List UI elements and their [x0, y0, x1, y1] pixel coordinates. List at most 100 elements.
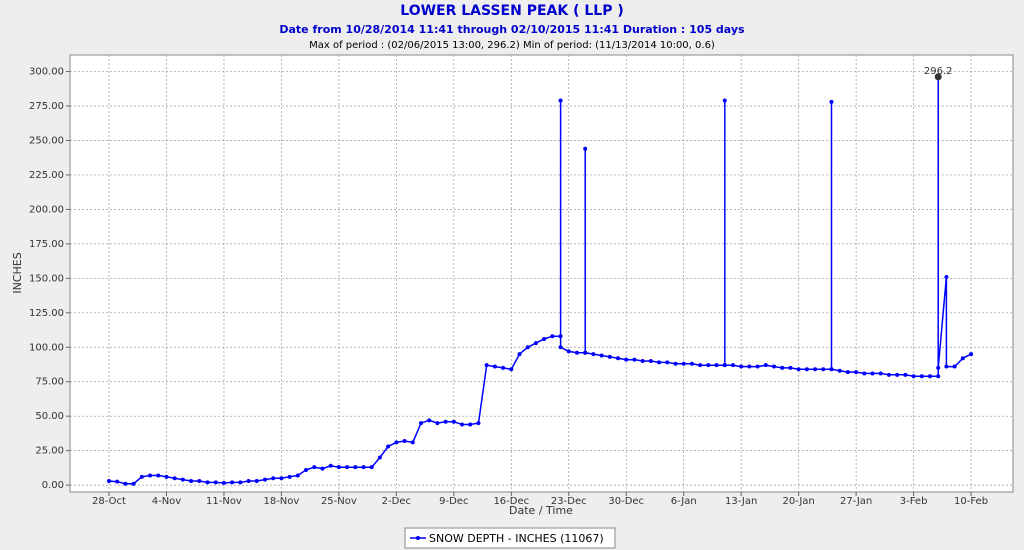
data-point — [821, 367, 826, 372]
data-point — [936, 374, 941, 379]
data-point — [156, 473, 161, 478]
y-tick-label: 125.00 — [29, 308, 64, 319]
data-point — [295, 473, 300, 478]
max-marker — [934, 73, 942, 81]
data-point — [895, 372, 900, 377]
data-point — [271, 476, 276, 481]
data-point — [952, 364, 957, 369]
data-point — [517, 352, 522, 357]
x-tick-label: 3-Feb — [900, 496, 928, 507]
data-point — [238, 480, 243, 485]
data-point — [345, 465, 350, 470]
legend: SNOW DEPTH - INCHES (11067) — [404, 527, 616, 549]
data-point — [148, 473, 153, 478]
y-tick-label: 75.00 — [35, 377, 64, 388]
data-point — [558, 98, 563, 103]
data-point — [911, 374, 916, 379]
legend-label: SNOW DEPTH - INCHES (11067) — [429, 532, 604, 545]
data-point — [632, 357, 637, 362]
data-point — [829, 367, 834, 372]
data-point — [287, 474, 292, 479]
y-tick-label: 100.00 — [29, 342, 64, 353]
data-point — [304, 467, 309, 472]
data-point — [969, 352, 974, 357]
data-point — [213, 480, 218, 485]
data-point — [747, 364, 752, 369]
data-point — [780, 365, 785, 370]
data-point — [525, 345, 530, 350]
data-point — [640, 359, 645, 364]
data-point — [706, 363, 711, 368]
data-point — [845, 370, 850, 375]
data-point — [854, 370, 859, 375]
data-point — [107, 478, 111, 483]
data-point — [501, 365, 506, 370]
data-point — [813, 367, 818, 372]
y-tick-label: 175.00 — [29, 239, 64, 250]
data-point — [878, 371, 883, 376]
data-point — [353, 465, 358, 470]
data-point — [689, 361, 694, 366]
data-point — [648, 359, 653, 364]
data-point — [624, 357, 629, 362]
data-point — [369, 465, 374, 470]
x-tick-label: 20-Jan — [782, 496, 814, 507]
data-point — [886, 372, 891, 377]
data-point — [960, 356, 965, 361]
data-point — [591, 352, 596, 357]
data-point — [928, 374, 932, 379]
data-point — [460, 422, 465, 427]
data-point — [607, 354, 612, 359]
data-point — [919, 374, 924, 379]
data-point — [739, 364, 744, 369]
data-point — [862, 371, 867, 376]
plot-area — [69, 54, 1014, 493]
x-tick-label: 6-Jan — [671, 496, 697, 507]
legend-marker — [416, 536, 420, 540]
data-point — [386, 444, 391, 449]
data-point — [550, 334, 555, 339]
data-point — [221, 481, 226, 486]
data-point — [320, 466, 325, 471]
x-tick-label: 10-Feb — [954, 496, 988, 507]
data-point — [944, 274, 949, 279]
data-point — [730, 363, 735, 368]
y-tick-label: 200.00 — [29, 204, 64, 215]
x-tick-label: 11-Nov — [206, 496, 242, 507]
x-tick-label: 28-Oct — [92, 496, 126, 507]
data-point — [829, 99, 834, 104]
x-tick-label: 27-Jan — [840, 496, 872, 507]
data-point — [583, 146, 588, 151]
y-tick-label: 300.00 — [29, 67, 64, 78]
data-point — [583, 350, 588, 355]
x-tick-label: 4-Nov — [152, 496, 182, 507]
y-tick-label: 250.00 — [29, 135, 64, 146]
y-tick-label: 25.00 — [35, 446, 64, 457]
data-point — [755, 364, 760, 369]
data-point — [681, 361, 686, 366]
data-point — [673, 361, 678, 366]
chart-title: LOWER LASSEN PEAK ( LLP ) — [400, 3, 623, 19]
data-point — [574, 350, 579, 355]
data-point — [558, 345, 563, 350]
data-point — [772, 364, 777, 369]
data-point — [123, 481, 128, 486]
chart-note: Max of period : (02/06/2015 13:00, 296.2… — [309, 40, 715, 51]
data-point — [230, 480, 235, 485]
data-point — [599, 353, 604, 358]
data-point — [451, 419, 456, 424]
data-point — [665, 360, 670, 365]
data-point — [180, 477, 185, 482]
data-point — [936, 365, 941, 370]
x-tick-label: 16-Dec — [493, 496, 529, 507]
data-point — [164, 474, 169, 479]
data-point — [435, 421, 440, 426]
y-tick-label: 275.00 — [29, 101, 64, 112]
data-point — [197, 478, 202, 483]
data-point — [328, 463, 333, 468]
data-point — [566, 349, 571, 354]
data-point — [139, 474, 144, 479]
data-point — [657, 360, 662, 365]
x-tick-label: 2-Dec — [382, 496, 411, 507]
